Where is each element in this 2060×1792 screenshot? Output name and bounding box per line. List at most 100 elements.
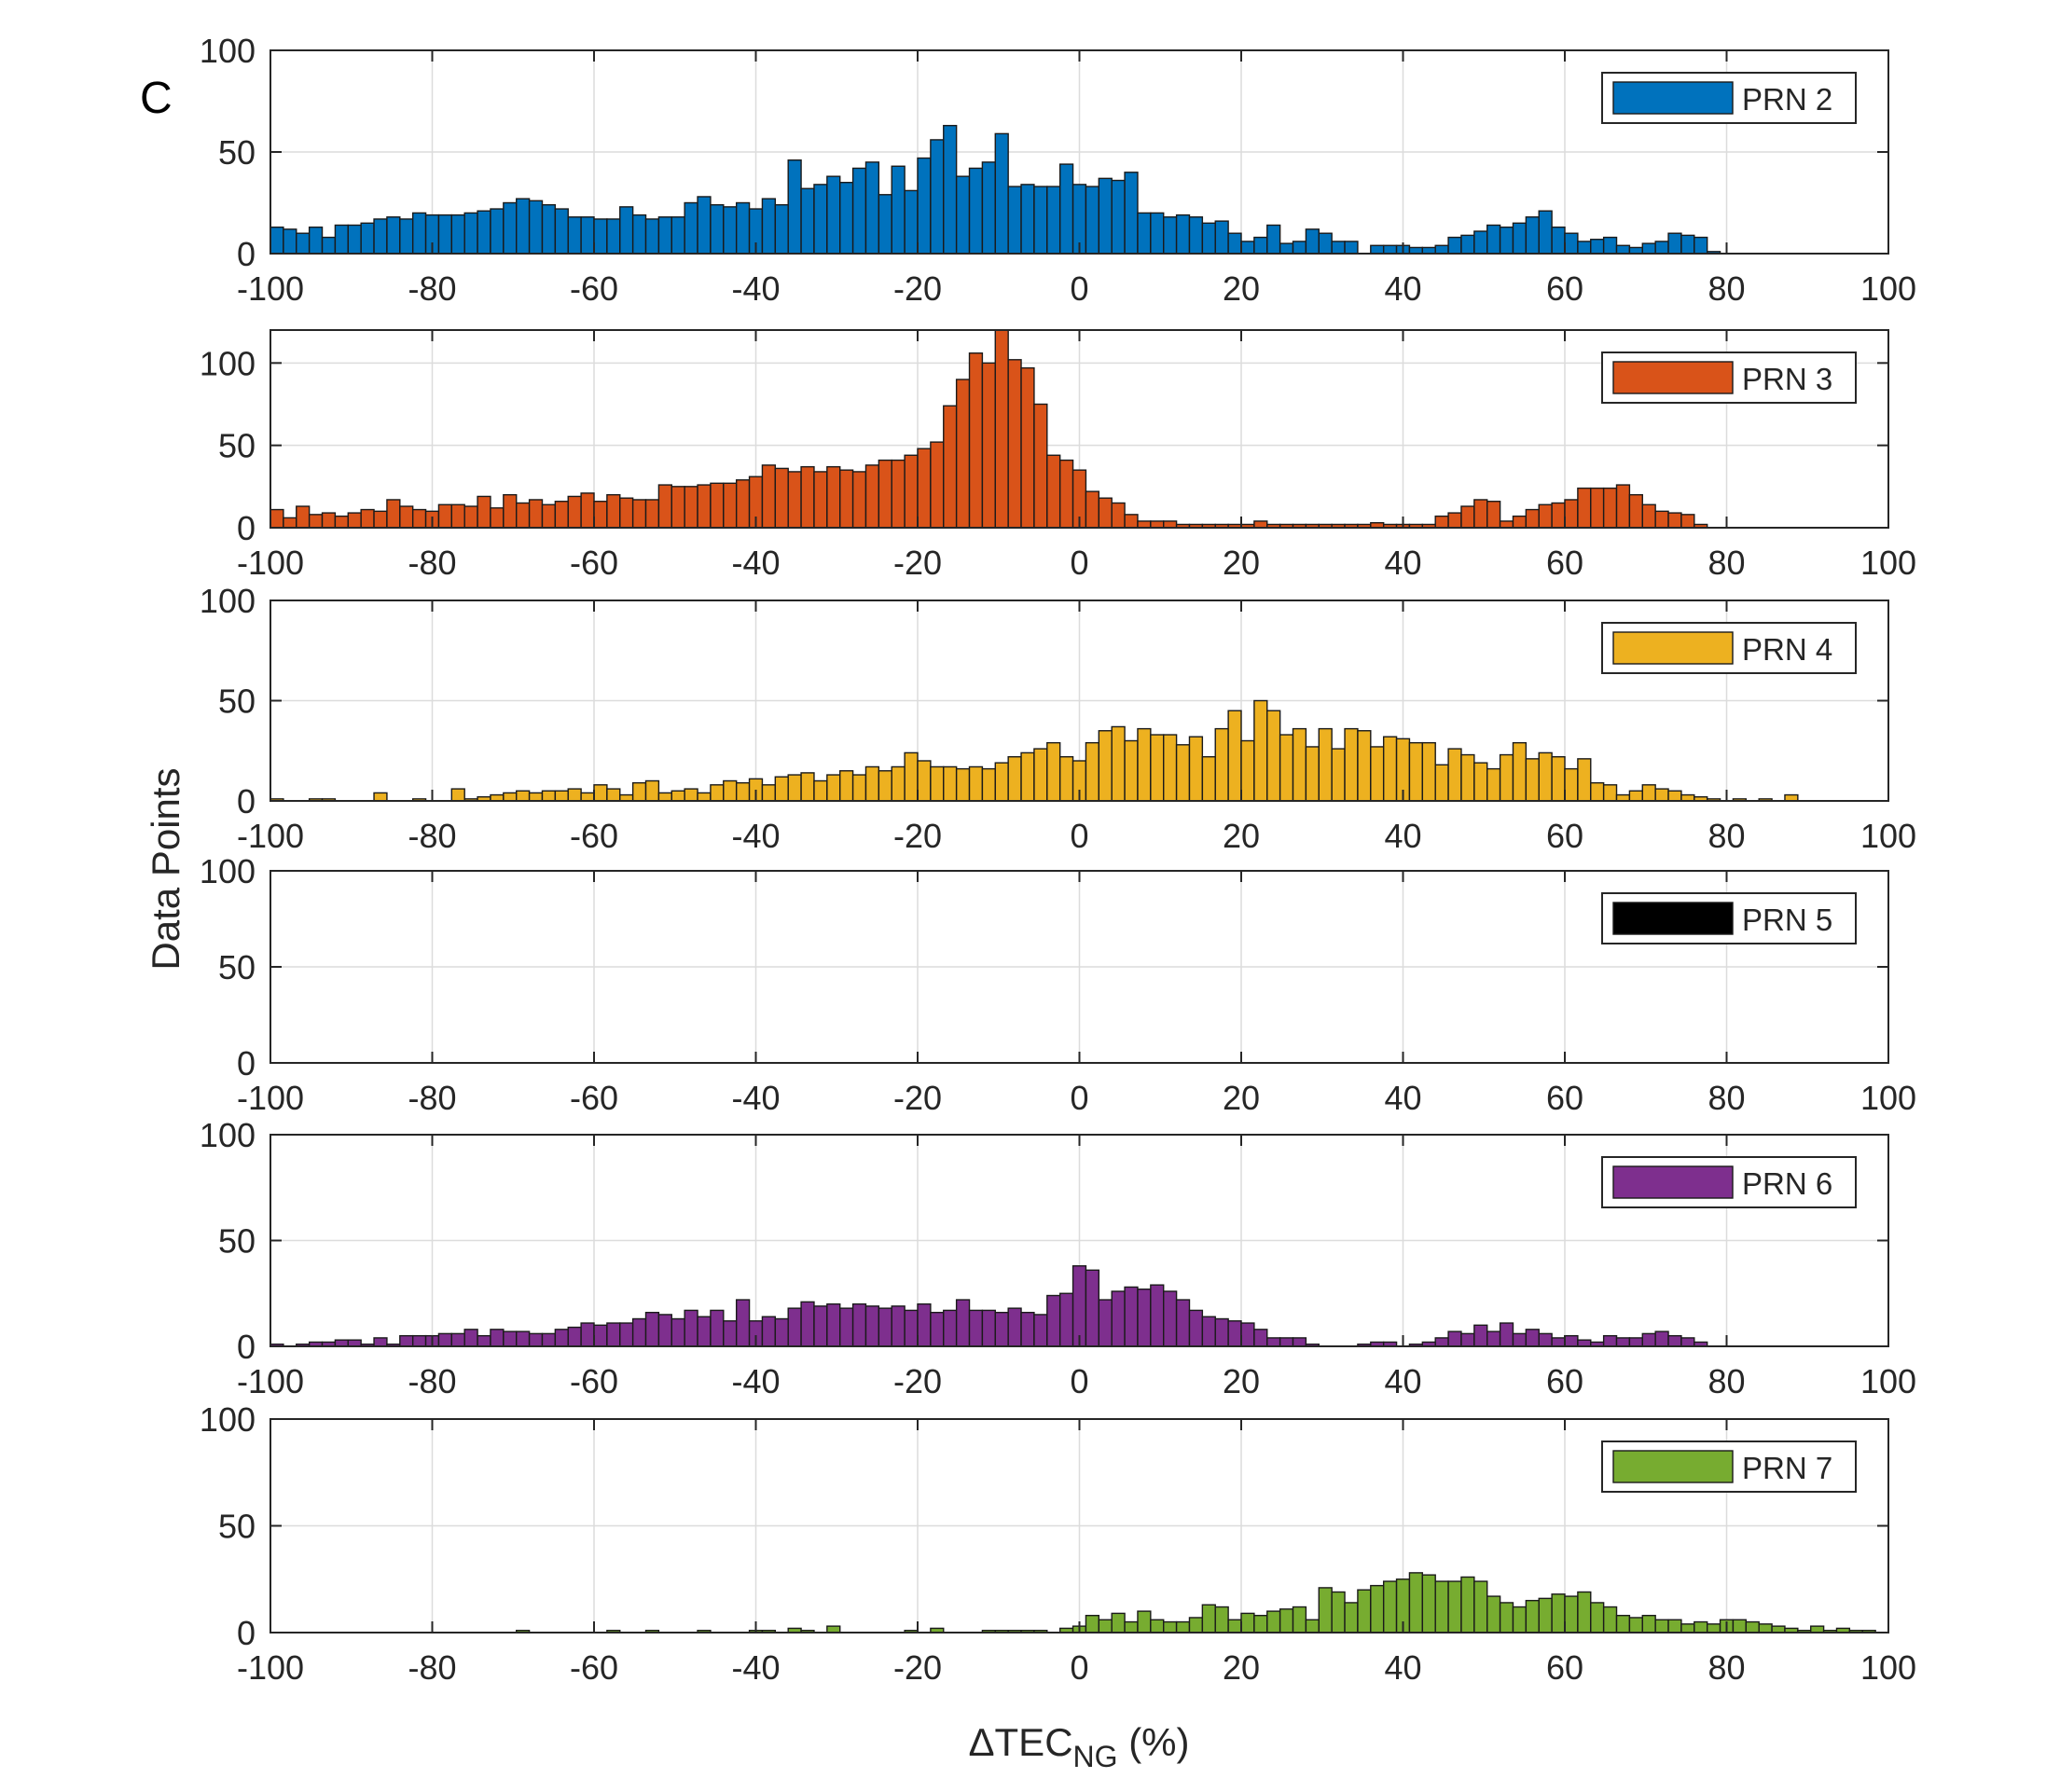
x-tick-label: 0 [1070,544,1088,582]
histogram-bar [1331,241,1346,255]
x-tick-label: -40 [731,544,780,582]
x-tick-label: -100 [237,1362,304,1400]
histogram-bar [891,765,906,802]
x-tick-label: -20 [893,269,942,308]
histogram-bar [1150,1619,1165,1633]
histogram-bar [1667,232,1682,255]
histogram-bar [697,196,712,255]
histogram-bar [1046,1294,1061,1347]
x-axis-label-subscript: NG [1072,1740,1118,1773]
histogram-bar [1512,1606,1528,1633]
histogram-panel-1: -100 -80 -60 -40 -20 0 20 40 60 80 100 0 50 100 PRN 2 [200,32,1916,308]
histogram-bar [723,779,738,802]
histogram-bar [1382,244,1398,255]
histogram-bar [631,499,647,529]
histogram-bar [1046,186,1061,255]
y-tick-label: 50 [218,1222,256,1261]
histogram-bar [1163,1290,1178,1347]
histogram-bar [1227,1619,1242,1633]
x-tick-label: 40 [1384,269,1421,308]
histogram-bar [671,216,685,255]
histogram-bar [567,788,582,802]
x-tick-label: 60 [1546,1362,1583,1400]
histogram-bar [1590,781,1605,802]
histogram-bar [735,1299,751,1347]
histogram-bar [1680,234,1695,255]
y-tick-label: 50 [218,682,256,721]
histogram-bar [1694,236,1708,255]
histogram-bar [1564,499,1579,529]
histogram-bar [477,495,491,529]
histogram-bar [657,484,672,529]
x-tick-label: 80 [1707,1648,1745,1687]
y-tick-label: 100 [200,32,256,70]
histogram-bar [1434,515,1449,529]
histogram-bar [787,471,802,529]
histogram-bar [800,187,815,255]
histogram-bar [606,1322,621,1347]
histogram-bar [360,222,375,255]
histogram-bar [1512,741,1528,802]
histogram-bar [1279,242,1294,255]
histogram-bar [1499,753,1514,802]
histogram-bar [516,790,531,802]
histogram-bar [1058,756,1074,802]
histogram-bar [981,362,996,529]
histogram-bar [1175,214,1191,255]
histogram-bar [1538,1332,1553,1347]
histogram-bar [864,161,880,255]
histogram-bar [1538,210,1553,255]
histogram-bar [1201,1604,1216,1633]
histogram-bar [1266,224,1281,255]
histogram-bar [735,781,751,802]
legend: PRN 6 [1601,1156,1857,1208]
x-tick-label: -80 [408,1362,456,1400]
histogram-bar [1525,508,1540,529]
histogram-bar [321,512,337,529]
x-tick-label: -80 [408,817,456,855]
histogram-bar [1421,1574,1436,1633]
panel-label: C [140,74,173,123]
histogram-bar [1318,727,1333,802]
histogram-bar [631,781,647,802]
x-tick-label: 20 [1223,1648,1260,1687]
histogram-bar [606,493,621,529]
histogram-bar [516,1330,531,1347]
histogram-bar [774,203,789,255]
histogram-bar [1602,1334,1618,1347]
y-tick-label: 0 [237,509,256,547]
histogram-bar [1628,493,1643,529]
histogram-bar [1525,1599,1540,1633]
histogram-bar [710,784,725,802]
histogram-bar [1137,520,1152,529]
histogram-bar [1201,222,1216,255]
histogram-bar [270,508,284,529]
histogram-bar [1538,503,1553,529]
histogram-bar [917,157,932,255]
histogram-bar [450,788,465,802]
histogram-bar [1771,1625,1786,1633]
x-tick-label: 60 [1546,1648,1583,1687]
histogram-bar [930,139,945,255]
histogram-bar [1085,490,1100,529]
histogram-bar [787,1307,802,1347]
histogram-panel-3: -100 -80 -60 -40 -20 0 20 40 60 80 100 0 50 100 PRN 4 [200,582,1916,855]
legend-label: PRN 4 [1742,632,1832,667]
histogram-bar [1641,503,1656,529]
histogram-bar [386,499,401,529]
histogram-bar [490,507,505,529]
x-tick-label: -40 [731,269,780,308]
histogram-bar [981,1309,996,1347]
x-tick-label: 0 [1070,269,1088,308]
legend-label: PRN 2 [1742,82,1832,117]
histogram-bar [839,1307,854,1347]
histogram-bar [1486,501,1501,529]
histogram-bar [1292,241,1307,255]
histogram-bar [1628,790,1643,802]
histogram-bar [644,218,660,255]
x-tick-label: 20 [1223,544,1260,582]
histogram-bar [1058,459,1074,529]
histogram-bar [1615,484,1631,529]
y-tick-label: 0 [237,1614,256,1652]
histogram-bar [334,1339,349,1347]
